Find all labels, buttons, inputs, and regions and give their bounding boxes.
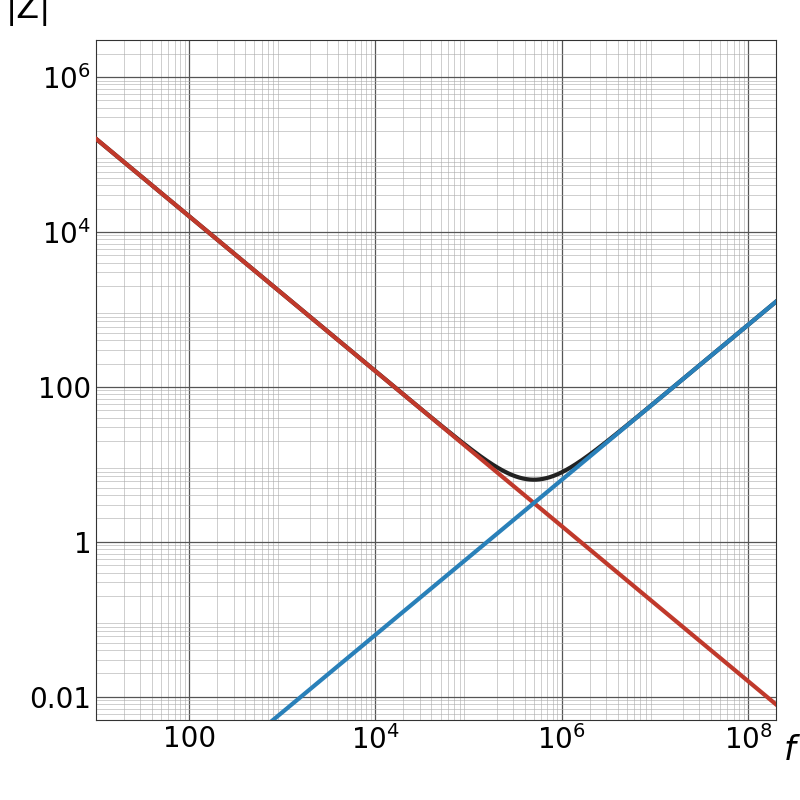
X-axis label: f: f <box>784 734 795 766</box>
Y-axis label: |Z|: |Z| <box>6 0 50 26</box>
